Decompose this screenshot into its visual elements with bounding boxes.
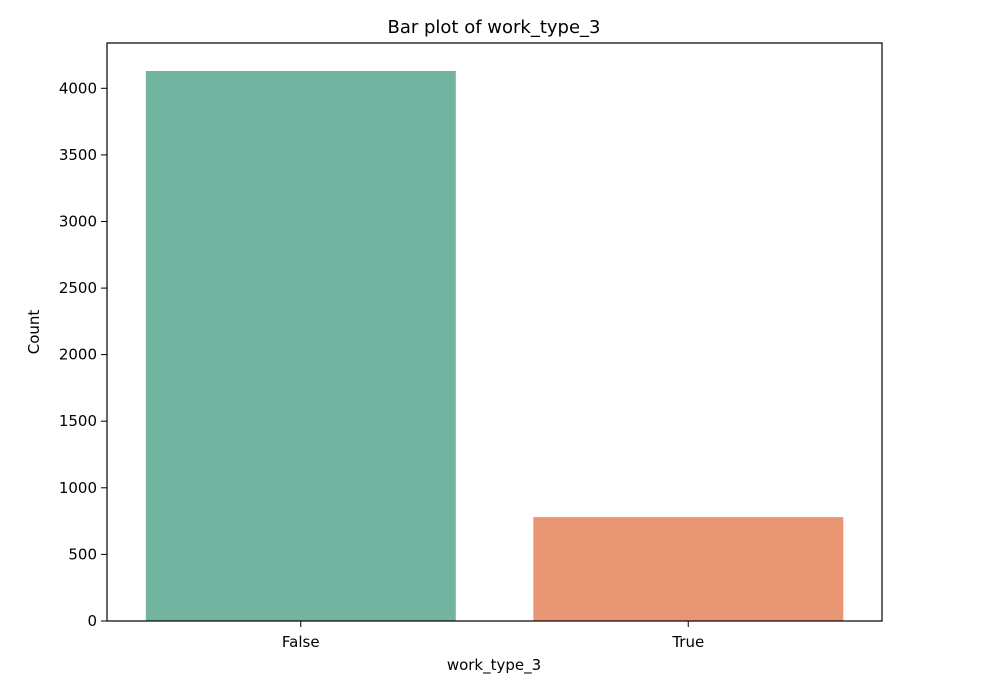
- bar-true: [533, 517, 844, 621]
- y-tick-label: 3500: [59, 146, 97, 164]
- y-tick-label: 2500: [59, 279, 97, 297]
- x-axis: False True: [282, 621, 704, 651]
- y-tick-label: 500: [68, 545, 97, 563]
- y-tick-label: 0: [87, 612, 97, 630]
- bar-false: [145, 71, 456, 621]
- y-tick-label: 2000: [59, 346, 97, 364]
- y-tick-label: 4000: [59, 79, 97, 97]
- x-axis-label: work_type_3: [447, 656, 541, 675]
- y-tick-label: 1000: [59, 479, 97, 497]
- y-tick-label: 1500: [59, 412, 97, 430]
- y-tick-label: 3000: [59, 213, 97, 231]
- plot-frame: [106, 42, 883, 622]
- bars-layer: [145, 71, 844, 621]
- chart-title: Bar plot of work_type_3: [387, 17, 600, 38]
- y-axis: 0 500 1000 1500 2000 2500 3000 3500 4000: [59, 79, 107, 630]
- x-tick-label: True: [671, 633, 704, 651]
- y-axis-label: Count: [25, 310, 43, 355]
- x-tick-label: False: [282, 633, 320, 651]
